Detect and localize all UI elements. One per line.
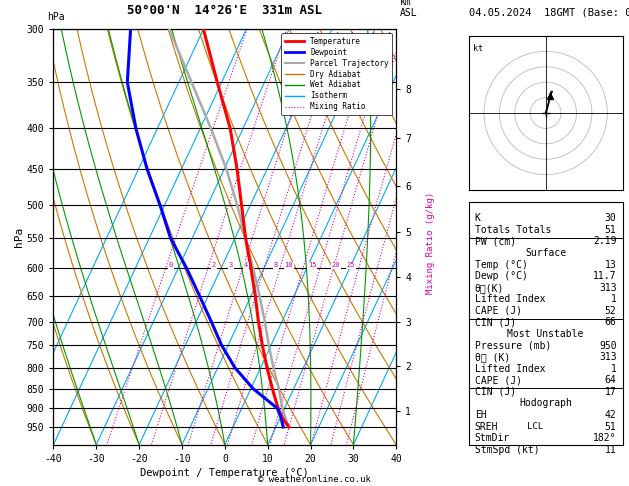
Text: 20: 20 [331,262,340,268]
Text: 04.05.2024  18GMT (Base: 00): 04.05.2024 18GMT (Base: 00) [469,7,629,17]
Text: 4: 4 [244,262,248,268]
Text: 11: 11 [605,445,616,455]
Text: 64: 64 [605,375,616,385]
Text: hPa: hPa [47,12,65,22]
Text: 1: 1 [611,294,616,304]
Text: Totals Totals: Totals Totals [475,225,551,235]
Text: 30: 30 [605,213,616,223]
Text: 1: 1 [611,364,616,374]
Text: Lifted Index: Lifted Index [475,294,545,304]
Text: Pressure (mb): Pressure (mb) [475,341,551,350]
Text: 66: 66 [605,317,616,328]
Text: 50°00'N  14°26'E  331m ASL: 50°00'N 14°26'E 331m ASL [127,4,323,17]
Text: StmSpd (kt): StmSpd (kt) [475,445,540,455]
Text: kt: kt [473,44,483,52]
Text: StmDir: StmDir [475,433,510,443]
Text: K: K [475,213,481,223]
Text: © weatheronline.co.uk: © weatheronline.co.uk [258,474,371,484]
Text: Surface: Surface [525,248,566,258]
Text: Hodograph: Hodograph [519,399,572,408]
Text: 42: 42 [605,410,616,420]
Text: Lifted Index: Lifted Index [475,364,545,374]
Text: CIN (J): CIN (J) [475,387,516,397]
Text: EH: EH [475,410,486,420]
Text: Temp (°C): Temp (°C) [475,260,528,270]
Text: CAPE (J): CAPE (J) [475,375,522,385]
Text: 2: 2 [211,262,216,268]
Text: 11.7: 11.7 [593,271,616,281]
Legend: Temperature, Dewpoint, Parcel Trajectory, Dry Adiabat, Wet Adiabat, Isotherm, Mi: Temperature, Dewpoint, Parcel Trajectory… [281,33,392,115]
Text: PW (cm): PW (cm) [475,236,516,246]
Text: CIN (J): CIN (J) [475,317,516,328]
Text: 313: 313 [599,352,616,362]
Text: 313: 313 [599,283,616,293]
Text: 10: 10 [284,262,293,268]
Text: 51: 51 [605,225,616,235]
Text: Most Unstable: Most Unstable [508,329,584,339]
Text: 25: 25 [347,262,355,268]
Text: 51: 51 [605,421,616,432]
Text: Dewp (°C): Dewp (°C) [475,271,528,281]
Text: 2.19: 2.19 [593,236,616,246]
Text: 15: 15 [308,262,316,268]
Text: 0: 0 [169,262,173,268]
Text: 52: 52 [605,306,616,316]
Text: Mixing Ratio (g/kg): Mixing Ratio (g/kg) [426,192,435,294]
Text: θᴇ(K): θᴇ(K) [475,283,504,293]
Y-axis label: hPa: hPa [14,227,24,247]
Text: 3: 3 [229,262,233,268]
Text: 950: 950 [599,341,616,350]
Text: θᴇ (K): θᴇ (K) [475,352,510,362]
Text: km
ASL: km ASL [399,0,417,18]
Text: CAPE (J): CAPE (J) [475,306,522,316]
Text: 182°: 182° [593,433,616,443]
Text: 13: 13 [605,260,616,270]
Text: LCL: LCL [526,422,543,432]
Text: SREH: SREH [475,421,498,432]
Text: 8: 8 [274,262,278,268]
Text: 17: 17 [605,387,616,397]
X-axis label: Dewpoint / Temperature (°C): Dewpoint / Temperature (°C) [140,468,309,478]
